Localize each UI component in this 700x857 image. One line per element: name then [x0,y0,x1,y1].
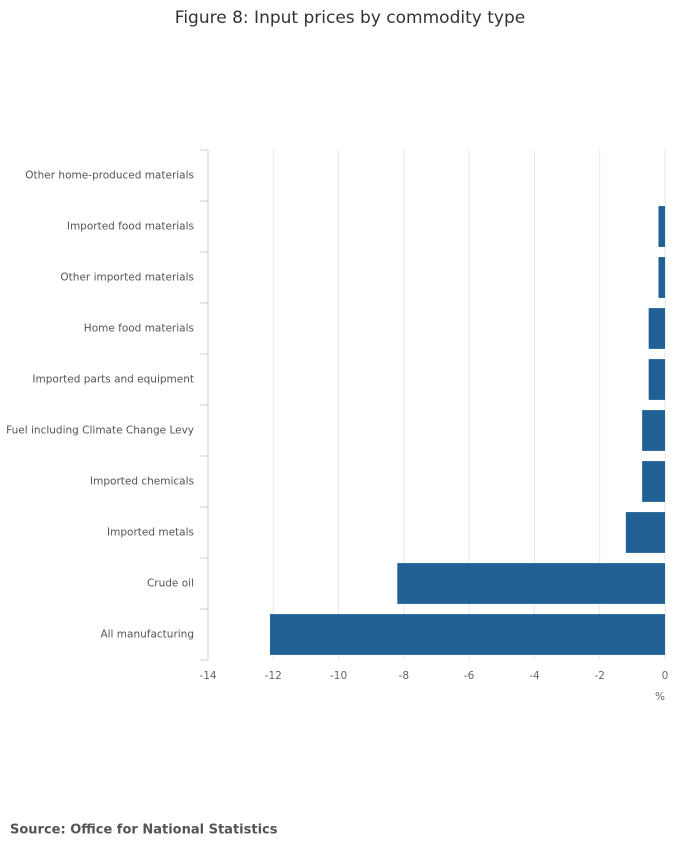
bar [648,359,665,400]
bar [642,461,665,502]
y-tick-label: Other imported materials [60,272,194,284]
source: Source: Office for National Statistics [10,823,278,838]
y-tick-label: Fuel including Climate Change Levy [6,425,194,437]
bar [625,512,665,553]
x-tick-label: 0 [662,670,669,682]
y-tick-label: All manufacturing [100,629,194,641]
x-axis-label: % [655,691,665,703]
bar [270,614,665,655]
y-tick-label: Home food materials [84,323,194,335]
x-tick-label: -10 [330,670,347,682]
bar [642,410,665,451]
x-tick-label: -14 [199,670,216,682]
bar [658,257,665,298]
y-tick-label: Imported parts and equipment [32,374,194,386]
bar [658,206,665,247]
bar [397,563,665,604]
y-tick-label: Imported metals [107,527,194,539]
y-tick-label: Imported chemicals [90,476,194,488]
x-tick-label: -8 [399,670,409,682]
bar [648,308,665,349]
y-tick-label: Other home-produced materials [25,170,194,182]
y-tick-label: Crude oil [147,578,194,590]
x-tick-label: -2 [594,670,604,682]
x-tick-label: -4 [529,670,540,682]
x-tick-label: -6 [464,670,475,682]
y-tick-label: Imported food materials [67,221,194,233]
chart-title: Figure 8: Input prices by commodity type [175,8,525,28]
x-tick-label: -12 [265,670,282,682]
